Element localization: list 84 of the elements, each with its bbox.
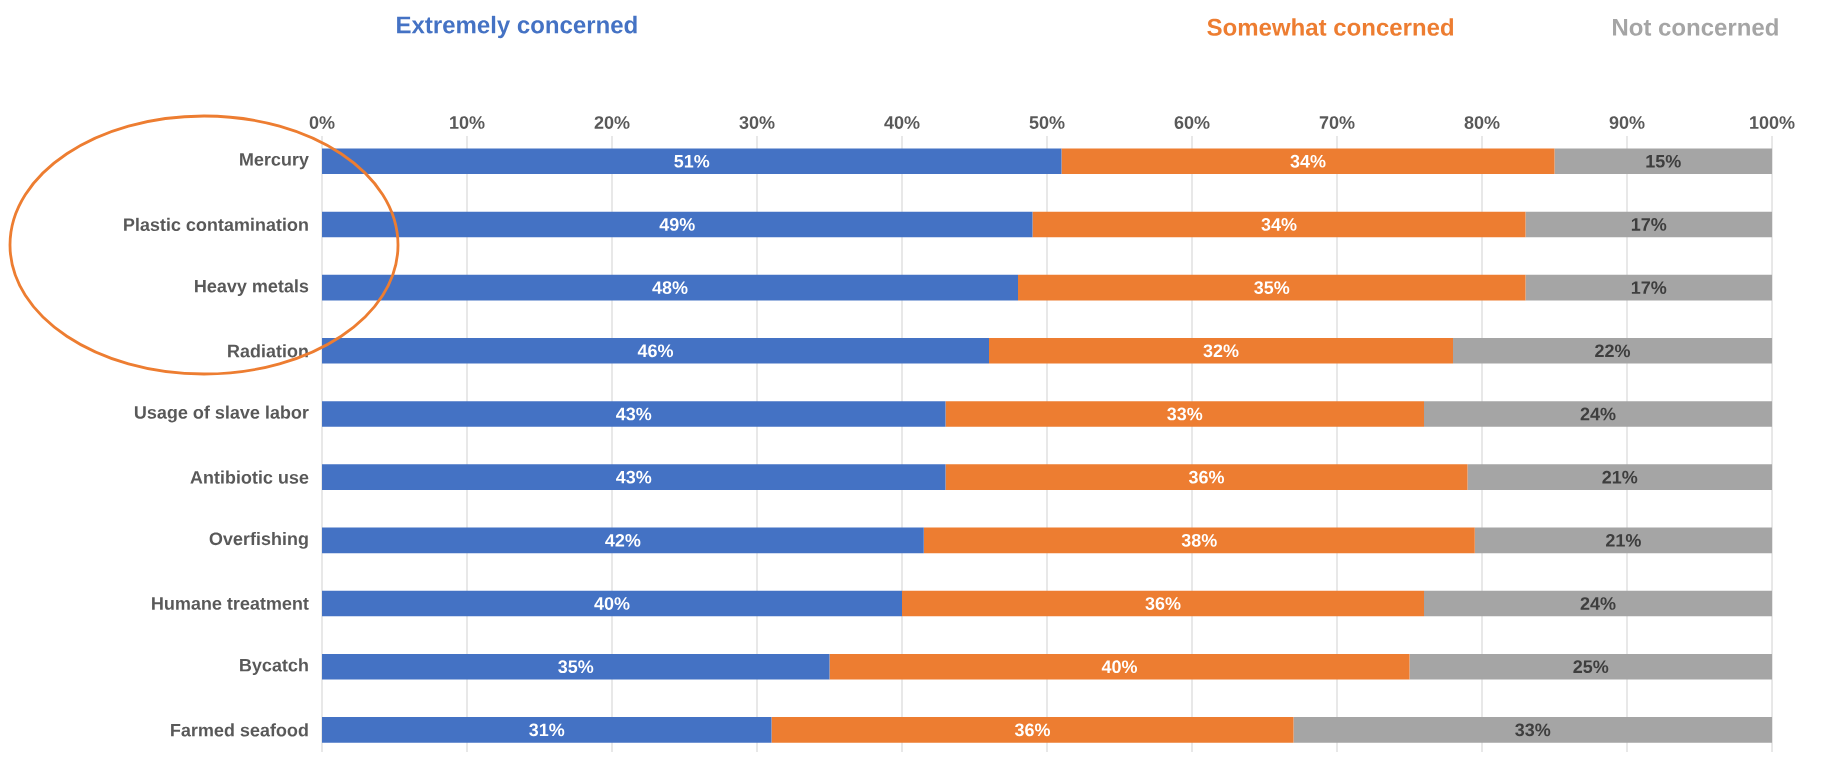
y-tick-label: Overfishing	[209, 531, 308, 549]
bar	[771, 717, 1294, 743]
y-tick-label: Usage of slave labor	[134, 405, 309, 423]
x-tick-label: 50%	[1029, 116, 1065, 129]
x-tick-label: 20%	[594, 116, 630, 129]
text: Not concerned	[1613, 18, 1778, 36]
bar	[322, 274, 1019, 301]
data-label: 17%	[1631, 281, 1667, 294]
data-label: 34%	[1261, 218, 1297, 231]
y-tick-label: Antibiotic use	[190, 470, 309, 484]
bar	[322, 211, 1033, 238]
bar	[1061, 148, 1555, 175]
data-label: 33%	[1515, 723, 1551, 737]
bar	[1453, 338, 1773, 364]
bar	[1032, 211, 1526, 238]
y-tick-label: Bycatch	[240, 658, 308, 676]
x-tick-label: 10%	[450, 116, 485, 129]
bar	[945, 464, 1468, 490]
data-label: 43%	[616, 470, 652, 484]
data-label: 40%	[594, 597, 630, 610]
bar	[1424, 590, 1773, 617]
bar	[322, 590, 903, 617]
bar	[322, 401, 946, 427]
data-label: 33%	[1167, 407, 1203, 421]
y-tick-label: Plastic contamination	[124, 217, 308, 232]
data-label: 36%	[1188, 470, 1225, 484]
bar	[322, 464, 946, 490]
bar	[945, 401, 1425, 427]
data-label: 48%	[652, 281, 688, 295]
bar	[322, 653, 830, 680]
data-label: 40%	[1101, 660, 1138, 674]
data-label: 17%	[1631, 218, 1667, 231]
bar	[1525, 211, 1773, 238]
text: Somewhat concerned	[1207, 18, 1454, 36]
data-label: 36%	[1014, 723, 1051, 737]
data-label: 49%	[659, 218, 695, 231]
bar	[1525, 274, 1773, 301]
bar	[322, 527, 924, 554]
y-tick-label: Farmed seafood	[171, 723, 308, 737]
data-label: 34%	[1290, 154, 1326, 168]
x-tick-label: 80%	[1464, 116, 1500, 129]
x-tick-label: 90%	[1609, 116, 1645, 129]
data-label: 25%	[1573, 660, 1609, 674]
data-label: 24%	[1580, 407, 1616, 421]
x-tick-label: 30%	[739, 116, 775, 129]
y-tick-label: Heavy metals	[195, 279, 309, 297]
bar	[1474, 527, 1773, 554]
data-label: 38%	[1181, 533, 1217, 547]
bar	[989, 338, 1454, 364]
y-tick-label: Mercury	[240, 153, 309, 170]
bar	[1424, 401, 1773, 427]
data-label: 46%	[637, 344, 674, 358]
y-tick-label: Radiation	[228, 344, 308, 358]
x-tick-label: 0%	[309, 116, 335, 129]
data-label: 21%	[1602, 470, 1638, 484]
bar	[1018, 274, 1526, 301]
bar	[1467, 464, 1773, 490]
data-label: 51%	[674, 154, 710, 168]
x-tick-label: 60%	[1174, 116, 1210, 129]
bar	[1293, 717, 1773, 743]
data-label: 31%	[529, 723, 565, 737]
data-label: 24%	[1580, 597, 1616, 610]
data-label: 36%	[1145, 597, 1181, 610]
data-label: 42%	[605, 533, 641, 547]
x-tick-label: 40%	[884, 116, 920, 129]
bar	[902, 590, 1425, 617]
data-label: 15%	[1646, 154, 1681, 168]
data-label: 22%	[1595, 344, 1631, 358]
data-label: 43%	[616, 407, 652, 421]
bar	[322, 338, 990, 364]
bar	[829, 653, 1410, 680]
x-tick-label: 70%	[1319, 116, 1355, 129]
data-label: 21%	[1606, 533, 1641, 547]
data-label: 32%	[1203, 344, 1239, 358]
bar	[322, 717, 772, 743]
bar	[923, 527, 1475, 554]
bar	[1554, 148, 1773, 175]
data-label: 35%	[1254, 281, 1290, 294]
bar	[322, 148, 1062, 175]
y-tick-label: Humane treatment	[152, 597, 309, 610]
bar	[1409, 653, 1773, 680]
text: Extremely concerned	[397, 15, 637, 39]
data-label: 35%	[558, 660, 594, 674]
x-tick-label: 100%	[1750, 116, 1795, 129]
